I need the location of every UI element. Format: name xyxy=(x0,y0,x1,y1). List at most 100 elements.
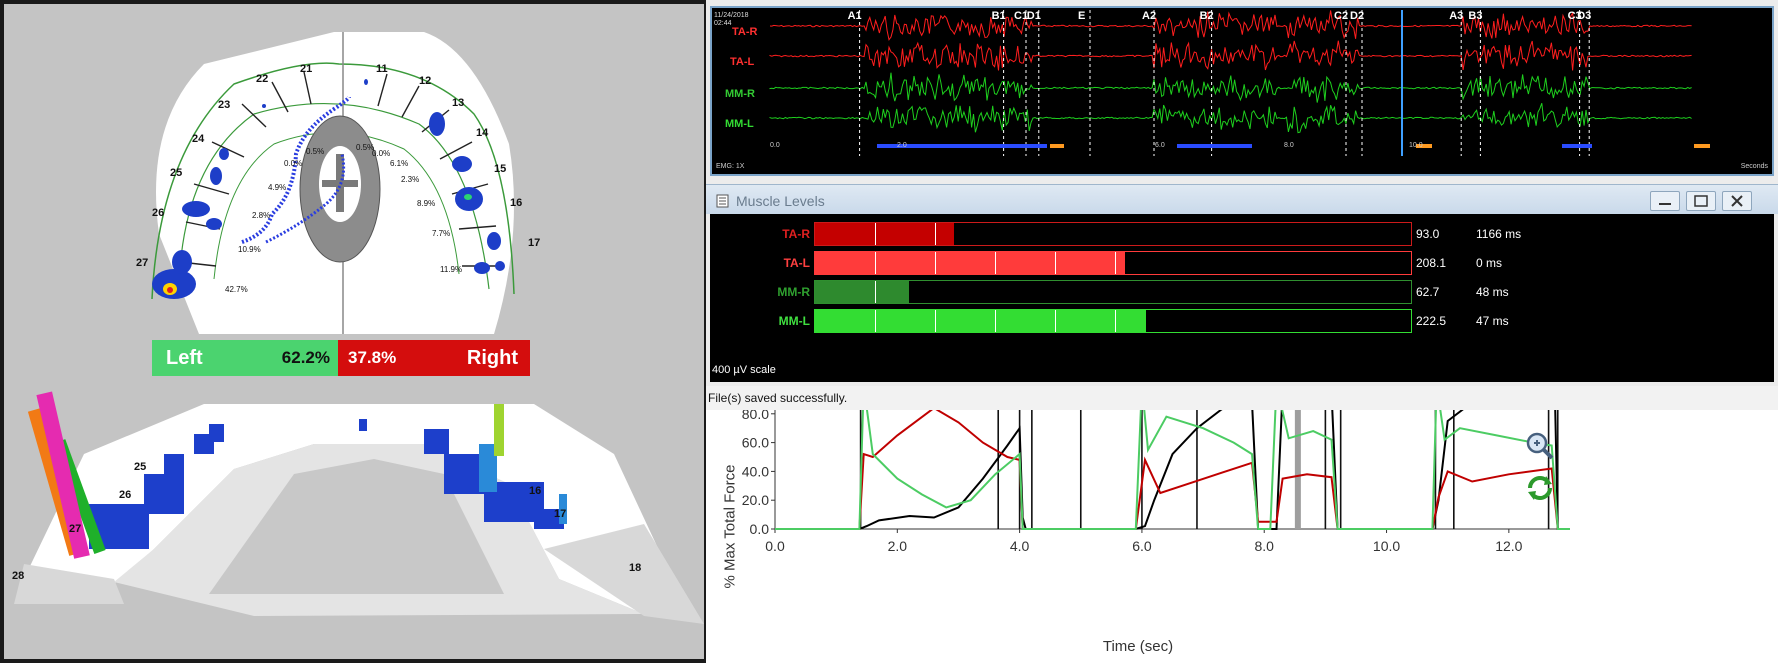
x-tick-label: 2.0 xyxy=(888,538,908,554)
maximize-button[interactable] xyxy=(1686,191,1716,211)
muscle-value: 222.5 xyxy=(1416,314,1447,328)
muscle-value: 62.7 xyxy=(1416,285,1440,299)
svg-text:17: 17 xyxy=(528,237,540,249)
muscle-bar-fill xyxy=(815,252,1125,274)
muscle-name: MM-R xyxy=(777,285,810,299)
emg-trace xyxy=(769,103,1692,134)
svg-text:0.0%: 0.0% xyxy=(372,149,390,158)
close-button[interactable] xyxy=(1722,191,1752,211)
document-icon xyxy=(716,194,729,208)
svg-text:16: 16 xyxy=(529,485,541,497)
y-tick-label: 60.0 xyxy=(742,435,769,451)
minimize-icon xyxy=(1659,203,1671,205)
muscle-name: MM-L xyxy=(778,314,810,328)
muscle-time: 48 ms xyxy=(1476,285,1509,299)
bar-segment-divider xyxy=(935,310,936,332)
muscle-bar-fill xyxy=(815,281,909,303)
force-chart: 0.020.040.060.080.0100.00.02.04.06.08.01… xyxy=(734,377,1574,554)
right-percent: 37.8% xyxy=(348,348,397,367)
svg-text:12: 12 xyxy=(419,75,431,87)
x-tick-label: 12.0 xyxy=(1495,538,1522,554)
emg-channel-ta-l: TA-L xyxy=(730,56,755,68)
close-icon xyxy=(1731,195,1743,207)
svg-text:21: 21 xyxy=(300,63,312,75)
occlusal-force-view[interactable]: 0.0% 0.5% 0.5% 0.0% 4.9% 6.1% 2.3% 2.8% 8.9% 7… xyxy=(4,4,704,659)
emg-tick-10: 10.0 xyxy=(1409,142,1423,149)
svg-text:10.9%: 10.9% xyxy=(238,245,261,254)
bar-segment-divider xyxy=(935,223,936,245)
y-tick-label: 80.0 xyxy=(742,410,769,422)
bar-segment-divider xyxy=(875,252,876,274)
emg-time: 02:44 xyxy=(714,20,732,27)
bar-segment-divider xyxy=(875,281,876,303)
muscle-bar-fill xyxy=(815,223,954,245)
emg-marker-label: B1 xyxy=(991,10,1006,22)
right-balance-box: 37.8% Right xyxy=(338,340,530,376)
emg-trace-window[interactable]: 11/24/2018 02:44 TA-R TA-L MM-R MM-L A1 B… xyxy=(710,6,1774,176)
svg-text:8.9%: 8.9% xyxy=(417,199,435,208)
emg-marker-label: C2 xyxy=(1334,10,1349,22)
svg-text:26: 26 xyxy=(119,489,131,501)
emg-marker-label: C3 xyxy=(1567,10,1582,22)
muscle-levels-title: Muscle Levels xyxy=(736,193,825,209)
muscle-row-ta-l: TA-L 208.1 0 ms xyxy=(710,251,1774,275)
minimize-button[interactable] xyxy=(1650,191,1680,211)
emg-trace-plot xyxy=(769,10,1710,156)
magnifier-icon xyxy=(1526,432,1554,460)
bar-segment-divider xyxy=(995,310,996,332)
svg-text:27: 27 xyxy=(136,257,148,269)
bar-segment-divider xyxy=(1115,310,1116,332)
y-tick-label: 20.0 xyxy=(742,492,769,508)
left-balance-box: Left 62.2% xyxy=(152,340,338,376)
force-series-line xyxy=(775,406,1570,530)
emg-marker-label: A3 xyxy=(1449,10,1464,22)
status-bar: File(s) saved successfully. xyxy=(706,386,1778,410)
emg-marker-label: A1 xyxy=(847,10,862,22)
muscle-levels-titlebar[interactable]: Muscle Levels xyxy=(706,184,1778,214)
svg-text:11: 11 xyxy=(376,63,388,75)
force-series-line xyxy=(775,384,1570,530)
emg-marker-label: B3 xyxy=(1468,10,1483,22)
time-cursor[interactable] xyxy=(1294,385,1301,529)
svg-text:6.1%: 6.1% xyxy=(390,159,408,168)
force-chart-panel[interactable]: 0.020.040.060.080.0100.00.02.04.06.08.01… xyxy=(706,377,1778,663)
bar-segment-divider xyxy=(1055,310,1056,332)
analysis-panel: 11/24/2018 02:44 TA-R TA-L MM-R MM-L A1 B… xyxy=(706,0,1778,663)
emg-marker-label: C1 xyxy=(1014,10,1029,22)
muscle-name: TA-R xyxy=(782,227,810,241)
emg-marker-label: D2 xyxy=(1350,10,1365,22)
zoom-button[interactable] xyxy=(1524,430,1556,462)
svg-text:2.8%: 2.8% xyxy=(252,211,270,220)
svg-text:0.0%: 0.0% xyxy=(284,159,302,168)
emg-channel-ta-r: TA-R xyxy=(732,26,758,38)
svg-text:24: 24 xyxy=(192,133,205,145)
x-axis-label: Time (sec) xyxy=(1102,638,1174,655)
bar-segment-divider xyxy=(995,252,996,274)
emg-marker-label: B2 xyxy=(1199,10,1214,22)
svg-text:7.7%: 7.7% xyxy=(432,229,450,238)
status-message: File(s) saved successfully. xyxy=(708,391,848,405)
svg-text:13: 13 xyxy=(452,97,464,109)
svg-text:18: 18 xyxy=(629,562,641,574)
x-tick-label: 6.0 xyxy=(1132,538,1152,554)
svg-text:22: 22 xyxy=(256,73,268,85)
svg-text:4.9%: 4.9% xyxy=(268,183,286,192)
refresh-icon xyxy=(1528,476,1552,500)
emg-tick-0: 0.0 xyxy=(770,142,780,149)
svg-text:11.9%: 11.9% xyxy=(440,265,462,274)
y-tick-label: 0.0 xyxy=(750,521,770,537)
emg-marker-label: D1 xyxy=(1026,10,1041,22)
arch-2d-view: 0.0%0.5% 0.5% 0.0%4.9%6.1% 2.3%2.8%8.9% 7… xyxy=(4,32,704,659)
refresh-button[interactable] xyxy=(1524,472,1556,504)
x-tick-label: 4.0 xyxy=(1010,538,1030,554)
left-label: Left xyxy=(166,347,203,369)
muscle-bar-track xyxy=(814,222,1412,246)
emg-marker-label: D3 xyxy=(1577,10,1592,22)
left-percent: 62.2% xyxy=(281,348,330,367)
x-tick-label: 8.0 xyxy=(1254,538,1274,554)
bar-segment-divider xyxy=(935,252,936,274)
emg-channel-mm-l: MM-L xyxy=(725,118,754,130)
muscle-value: 93.0 xyxy=(1416,227,1440,241)
y-axis-label: % Max Total Force xyxy=(721,464,739,589)
